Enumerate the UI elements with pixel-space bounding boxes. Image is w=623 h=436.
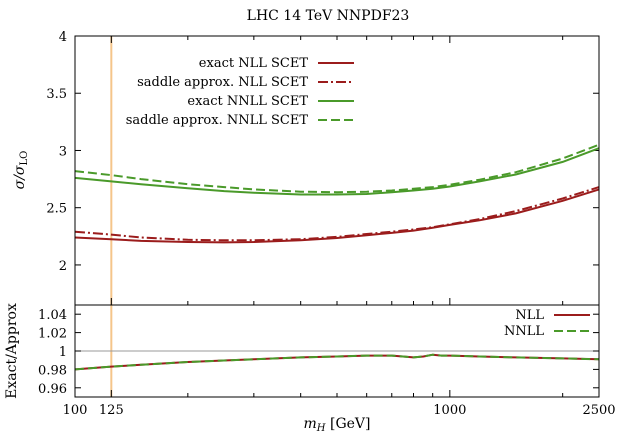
ratio-series-line (74, 353, 600, 371)
main-series-line (74, 186, 600, 242)
ratio-y-tick-label: 0.96 (38, 382, 67, 397)
main-y-tick-label: 2 (59, 259, 67, 274)
ratio-y-tick-label: 1.04 (38, 308, 67, 323)
main-series-group (74, 143, 600, 244)
main-panel: 2 2.5 3 3.5 4 exact NLL SCET saddle approx. N… (12, 30, 600, 397)
ratio-y-tick-label: 1.02 (38, 327, 67, 342)
ratio-series-group (74, 353, 600, 371)
ratio-legend-label: NNLL (504, 324, 544, 339)
ratio-y-axis-label: Exact/Approx (4, 303, 20, 399)
main-series-line (74, 143, 600, 194)
ratio-legend-label: NLL (515, 308, 544, 323)
main-axis-ticks: 2 2.5 3 3.5 4 (46, 30, 599, 274)
main-legend-label: saddle approx. NLL SCET (137, 75, 308, 90)
main-y-tick-label: 3.5 (46, 87, 67, 102)
main-legend-label: exact NLL SCET (199, 56, 309, 71)
x-tick-label: 2500 (582, 403, 615, 418)
main-y-tick-label: 3 (59, 144, 67, 159)
ratio-y-tick-label: 0.98 (38, 363, 67, 378)
main-y-tick-label: 4 (59, 30, 67, 45)
x-tick-label: 100 (63, 403, 88, 418)
main-y-axis-label: σ/σLO (12, 151, 30, 190)
main-legend-label: saddle approx. NNLL SCET (126, 113, 309, 128)
main-legend-label: exact NNLL SCET (187, 94, 308, 109)
main-series-line (74, 147, 600, 196)
x-axis-ticks: 100 125 1000 2500 (63, 36, 616, 418)
main-series-line (74, 188, 600, 244)
ratio-y-tick-label: 1 (59, 345, 67, 360)
x-tick-label: 125 (99, 403, 124, 418)
main-y-tick-label: 2.5 (46, 202, 67, 217)
chart-title: LHC 14 TeV NNPDF23 (247, 8, 410, 24)
x-tick-label: 1000 (433, 403, 466, 418)
main-legend: exact NLL SCET saddle approx. NLL SCET exa… (126, 56, 354, 128)
ratio-axis-ticks: 0.96 0.98 1 1.02 1.04 (38, 308, 599, 397)
x-axis-label: mH [GeV] (304, 416, 371, 434)
